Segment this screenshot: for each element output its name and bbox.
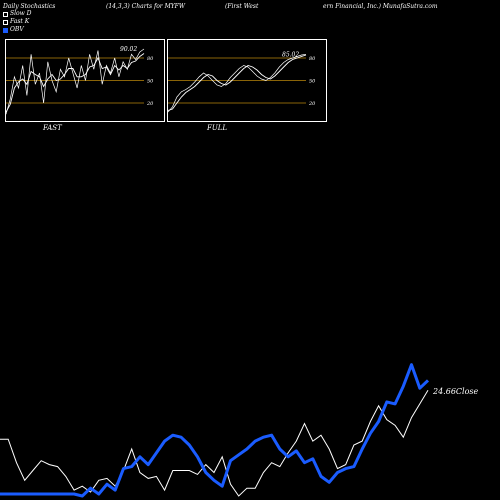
fast-level-label-20: 20 [146,101,154,107]
fast-panel: 20 50 80 90.02 [5,39,165,122]
full-panel-label: FULL [207,124,228,132]
fast-series-slow-d [5,53,145,113]
fast-level-label-50: 50 [147,79,154,85]
full-stochastic-chart: 20 50 80 85.02 [167,51,316,113]
full-level-label-80: 80 [309,56,316,62]
legend-swatch-slow-d [3,11,8,17]
legend-label-fast-k: Fast K [10,18,30,25]
header-title-mid: (14,3,3) Charts for MYFW [106,3,186,10]
header-title-mid2: (First West [225,3,259,10]
fast-value-label: 90.02 [120,46,137,53]
header-title-left: Daily Stochastics [3,3,56,10]
legend-item-slow-d: Slow D [3,10,32,18]
fast-stochastic-chart: 20 50 80 90.02 [5,46,154,115]
close-price-line [0,389,429,497]
fast-panel-label: FAST [43,124,62,132]
full-series-slow-d [167,54,307,111]
fast-level-label-80: 80 [147,56,154,62]
legend-label-slow-d: Slow D [10,10,32,17]
full-series-fast-k [167,53,307,113]
legend-label-obv: OBV [10,26,24,33]
fast-series-fast-k [5,48,145,115]
legend-swatch-fast-k [3,19,8,25]
obv-line [0,363,430,498]
legend-item-obv: OBV [3,26,32,34]
full-value-label: 85.02 [282,51,299,58]
full-panel: 20 50 80 85.02 [167,39,327,122]
full-level-label-20: 20 [308,101,316,107]
legend: Slow D Fast K OBV [3,10,32,34]
legend-item-fast-k: Fast K [3,18,32,26]
header-title-right: ern Financial, Inc.) MunafaSutra.com [323,3,438,10]
close-value-label: 24.66Close [432,387,479,396]
full-level-label-50: 50 [309,79,316,85]
legend-swatch-obv [3,27,8,33]
